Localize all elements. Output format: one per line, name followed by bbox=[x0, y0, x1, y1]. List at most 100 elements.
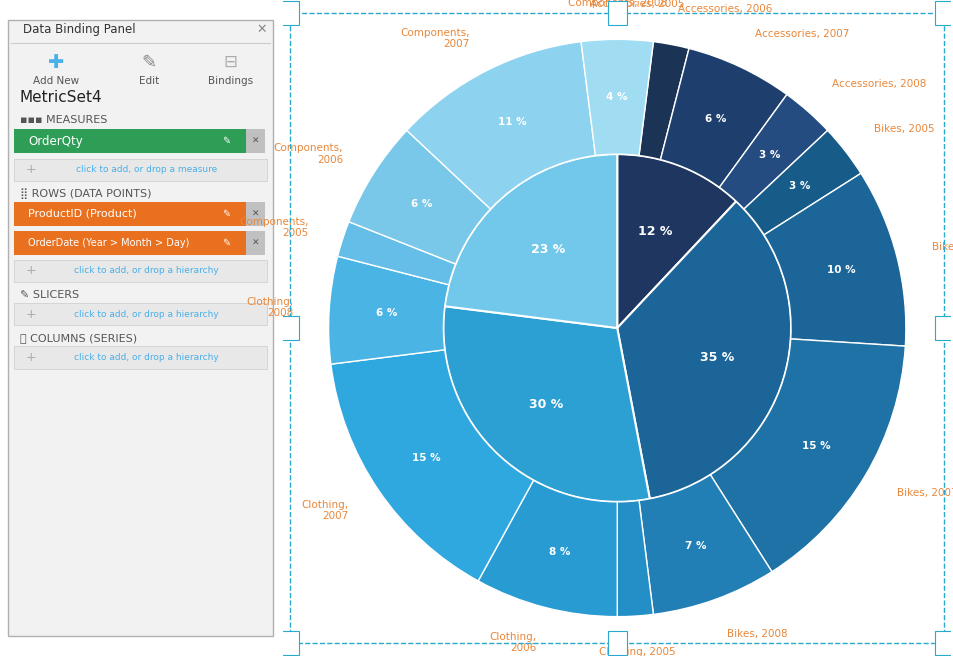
Text: ⊟: ⊟ bbox=[224, 53, 237, 72]
Text: 6 %: 6 % bbox=[375, 308, 396, 318]
Text: Bikes, 2008: Bikes, 2008 bbox=[726, 628, 787, 638]
Text: +: + bbox=[26, 163, 36, 176]
Text: 6 %: 6 % bbox=[411, 199, 433, 209]
Text: Bindings: Bindings bbox=[208, 75, 253, 86]
Text: ⣿ ROWS (DATA POINTS): ⣿ ROWS (DATA POINTS) bbox=[20, 188, 151, 199]
Text: click to add, or drop a hierarchy: click to add, or drop a hierarchy bbox=[74, 310, 218, 319]
Wedge shape bbox=[331, 350, 533, 581]
Wedge shape bbox=[617, 39, 653, 155]
FancyBboxPatch shape bbox=[14, 303, 267, 325]
Text: Clothing,
2008: Clothing, 2008 bbox=[246, 297, 293, 318]
Wedge shape bbox=[719, 94, 827, 209]
FancyBboxPatch shape bbox=[14, 159, 267, 181]
Text: Components,
2006: Components, 2006 bbox=[274, 143, 343, 165]
FancyBboxPatch shape bbox=[14, 231, 251, 255]
Text: 30 %: 30 % bbox=[528, 398, 562, 411]
Text: 6 %: 6 % bbox=[704, 113, 725, 124]
FancyBboxPatch shape bbox=[246, 129, 264, 153]
Text: ProductID (Product): ProductID (Product) bbox=[29, 209, 136, 219]
Bar bbox=[280, 316, 299, 340]
Text: Data Binding Panel: Data Binding Panel bbox=[23, 23, 135, 36]
Text: OrderQty: OrderQty bbox=[29, 134, 83, 148]
Text: ✕: ✕ bbox=[252, 238, 259, 247]
Text: Accessories, 2006: Accessories, 2006 bbox=[678, 4, 772, 14]
Bar bbox=[280, 631, 299, 655]
Text: 〜 COLUMNS (SERIES): 〜 COLUMNS (SERIES) bbox=[20, 333, 136, 343]
Text: Bikes, 2005: Bikes, 2005 bbox=[873, 124, 933, 134]
Bar bbox=[280, 1, 299, 25]
Text: Clothing,
2006: Clothing, 2006 bbox=[489, 632, 536, 653]
FancyBboxPatch shape bbox=[14, 346, 267, 369]
Text: 7 %: 7 % bbox=[684, 541, 705, 550]
Wedge shape bbox=[617, 201, 790, 499]
Text: ▪▪▪ MEASURES: ▪▪▪ MEASURES bbox=[20, 115, 107, 125]
Text: ✎: ✎ bbox=[222, 237, 231, 248]
Wedge shape bbox=[763, 173, 905, 346]
Text: +: + bbox=[26, 308, 36, 321]
Bar bbox=[934, 631, 953, 655]
Text: ✕: ✕ bbox=[252, 209, 259, 218]
FancyBboxPatch shape bbox=[246, 231, 264, 255]
Text: 15 %: 15 % bbox=[412, 453, 440, 463]
Wedge shape bbox=[617, 501, 653, 617]
Wedge shape bbox=[639, 475, 771, 615]
Bar bbox=[934, 1, 953, 25]
Text: ✎: ✎ bbox=[222, 136, 231, 146]
Bar bbox=[934, 316, 953, 340]
Text: MetricSet4: MetricSet4 bbox=[20, 90, 102, 105]
Text: ✕: ✕ bbox=[256, 23, 267, 36]
Text: ✎: ✎ bbox=[141, 53, 156, 72]
Text: Clothing,
2007: Clothing, 2007 bbox=[301, 500, 348, 522]
Text: 10 %: 10 % bbox=[826, 266, 855, 276]
Wedge shape bbox=[349, 131, 490, 264]
Wedge shape bbox=[328, 256, 449, 364]
Text: OrderDate (Year > Month > Day): OrderDate (Year > Month > Day) bbox=[29, 237, 190, 248]
Text: Edit: Edit bbox=[139, 75, 159, 86]
Wedge shape bbox=[639, 41, 688, 159]
Text: ✕: ✕ bbox=[252, 136, 259, 146]
Text: Add New: Add New bbox=[33, 75, 79, 86]
Wedge shape bbox=[477, 480, 617, 617]
Text: +: + bbox=[26, 264, 36, 277]
Wedge shape bbox=[659, 49, 786, 188]
Text: 11 %: 11 % bbox=[497, 117, 526, 127]
Text: Accessories, 2005: Accessories, 2005 bbox=[590, 0, 684, 9]
Text: 15 %: 15 % bbox=[801, 441, 830, 451]
FancyBboxPatch shape bbox=[14, 202, 251, 226]
Wedge shape bbox=[444, 154, 617, 328]
Text: Components, 2008: Components, 2008 bbox=[567, 0, 666, 9]
Text: Accessories, 2007: Accessories, 2007 bbox=[755, 29, 849, 39]
Text: ✎ SLICERS: ✎ SLICERS bbox=[20, 290, 79, 300]
Text: click to add, or drop a measure: click to add, or drop a measure bbox=[75, 165, 216, 174]
Text: 23 %: 23 % bbox=[531, 243, 565, 256]
Wedge shape bbox=[743, 131, 860, 235]
Wedge shape bbox=[617, 154, 736, 328]
Wedge shape bbox=[710, 339, 904, 572]
Text: ✎: ✎ bbox=[222, 209, 231, 219]
Text: 8 %: 8 % bbox=[549, 547, 570, 557]
Text: click to add, or drop a hierarchy: click to add, or drop a hierarchy bbox=[74, 353, 218, 362]
Text: Clothing, 2005: Clothing, 2005 bbox=[598, 647, 676, 656]
Wedge shape bbox=[406, 41, 595, 209]
Bar bbox=[607, 631, 626, 655]
Bar bbox=[607, 1, 626, 25]
Text: click to add, or drop a hierarchy: click to add, or drop a hierarchy bbox=[74, 266, 218, 276]
Text: Components,
2005: Components, 2005 bbox=[238, 217, 308, 239]
Text: 3 %: 3 % bbox=[788, 181, 810, 192]
Text: +: + bbox=[26, 351, 36, 364]
Wedge shape bbox=[337, 222, 456, 285]
Text: 12 %: 12 % bbox=[638, 224, 672, 237]
Text: Bikes, 2007: Bikes, 2007 bbox=[896, 488, 953, 499]
Text: 4 %: 4 % bbox=[606, 92, 627, 102]
Text: ✚: ✚ bbox=[48, 53, 65, 72]
Text: Accessories, 2008: Accessories, 2008 bbox=[831, 79, 925, 89]
Text: Components,
2007: Components, 2007 bbox=[400, 28, 469, 49]
Text: 3 %: 3 % bbox=[759, 150, 780, 159]
Text: 35 %: 35 % bbox=[700, 350, 734, 363]
Wedge shape bbox=[443, 306, 649, 502]
Wedge shape bbox=[580, 39, 653, 155]
FancyBboxPatch shape bbox=[14, 129, 251, 153]
FancyBboxPatch shape bbox=[246, 202, 264, 226]
Text: Bikes, 2006: Bikes, 2006 bbox=[931, 242, 953, 253]
FancyBboxPatch shape bbox=[14, 260, 267, 282]
